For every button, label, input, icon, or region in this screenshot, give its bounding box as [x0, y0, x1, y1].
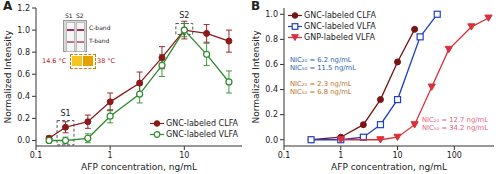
html-text:NIC₂₀ = 6.2 ng/mL: NIC₂₀ = 6.2 ng/mL — [290, 56, 352, 64]
html-text:NIC₅₀ = 11.5 ng/mL: NIC₅₀ = 11.5 ng/mL — [290, 64, 356, 72]
svg-text:0.4: 0.4 — [17, 92, 30, 101]
html-text:AFP concentration, ng/mL: AFP concentration, ng/mL — [81, 162, 197, 172]
html-text:Normalized Intensity: Normalized Intensity — [251, 30, 261, 124]
svg-text:S2: S2 — [179, 11, 189, 20]
svg-text:100: 100 — [447, 151, 462, 160]
html-text:14.6 °C: 14.6 °C — [42, 57, 67, 65]
svg-text:0.0: 0.0 — [17, 136, 30, 145]
html-text:T-band: T-band — [89, 37, 110, 44]
svg-text:0.2: 0.2 — [265, 110, 278, 119]
svg-text:1: 1 — [338, 151, 343, 160]
svg-text:0.0: 0.0 — [265, 136, 278, 145]
html-text:GNP-labeled VLFA: GNP-labeled VLFA — [304, 33, 375, 42]
svg-text:1: 1 — [108, 151, 113, 160]
html-text:AFP concentration, ng/mL: AFP concentration, ng/mL — [331, 162, 447, 172]
html-text:38 °C: 38 °C — [97, 57, 116, 65]
svg-text:10: 10 — [392, 151, 402, 160]
html-text:B: B — [251, 0, 261, 13]
html-text:NIC₅₀ = 6.8 ng/mL: NIC₅₀ = 6.8 ng/mL — [290, 88, 352, 96]
html-text:S2: S2 — [76, 12, 84, 19]
svg-text:1.2: 1.2 — [17, 4, 30, 13]
html-text:GNC-labeled VLFA: GNC-labeled VLFA — [166, 130, 238, 139]
svg-text:10: 10 — [179, 151, 189, 160]
html-text:C-band: C-band — [89, 24, 111, 31]
svg-text:1.0: 1.0 — [17, 26, 30, 35]
html-text:GNC-labeled CLFA: GNC-labeled CLFA — [304, 11, 376, 20]
svg-text:S1: S1 — [60, 109, 70, 118]
html-text:GNC-labeled CLFA: GNC-labeled CLFA — [166, 119, 238, 128]
html-text:Normalized Intensity: Normalized Intensity — [3, 30, 13, 124]
html-text:NIC₂₀ = 12.7 ng/mL: NIC₂₀ = 12.7 ng/mL — [422, 116, 488, 124]
html-text:GNC-labeled VLFA: GNC-labeled VLFA — [304, 22, 376, 31]
html-text:S1: S1 — [65, 12, 73, 19]
svg-text:0.6: 0.6 — [17, 70, 30, 79]
svg-text:0.2: 0.2 — [17, 114, 30, 123]
svg-text:0.4: 0.4 — [265, 85, 278, 94]
html-text:A: A — [3, 0, 13, 13]
svg-text:0.8: 0.8 — [17, 48, 30, 57]
html-text:NIC₂₀ = 2.3 ng/mL: NIC₂₀ = 2.3 ng/mL — [290, 80, 352, 88]
svg-text:0.1: 0.1 — [30, 151, 43, 160]
svg-text:0.8: 0.8 — [265, 35, 278, 44]
svg-text:0.6: 0.6 — [265, 60, 278, 69]
svg-text:0.1: 0.1 — [278, 151, 291, 160]
svg-text:1.0: 1.0 — [265, 10, 278, 19]
html-text:NIC₅₀ = 34.2 ng/mL: NIC₅₀ = 34.2 ng/mL — [422, 124, 488, 132]
